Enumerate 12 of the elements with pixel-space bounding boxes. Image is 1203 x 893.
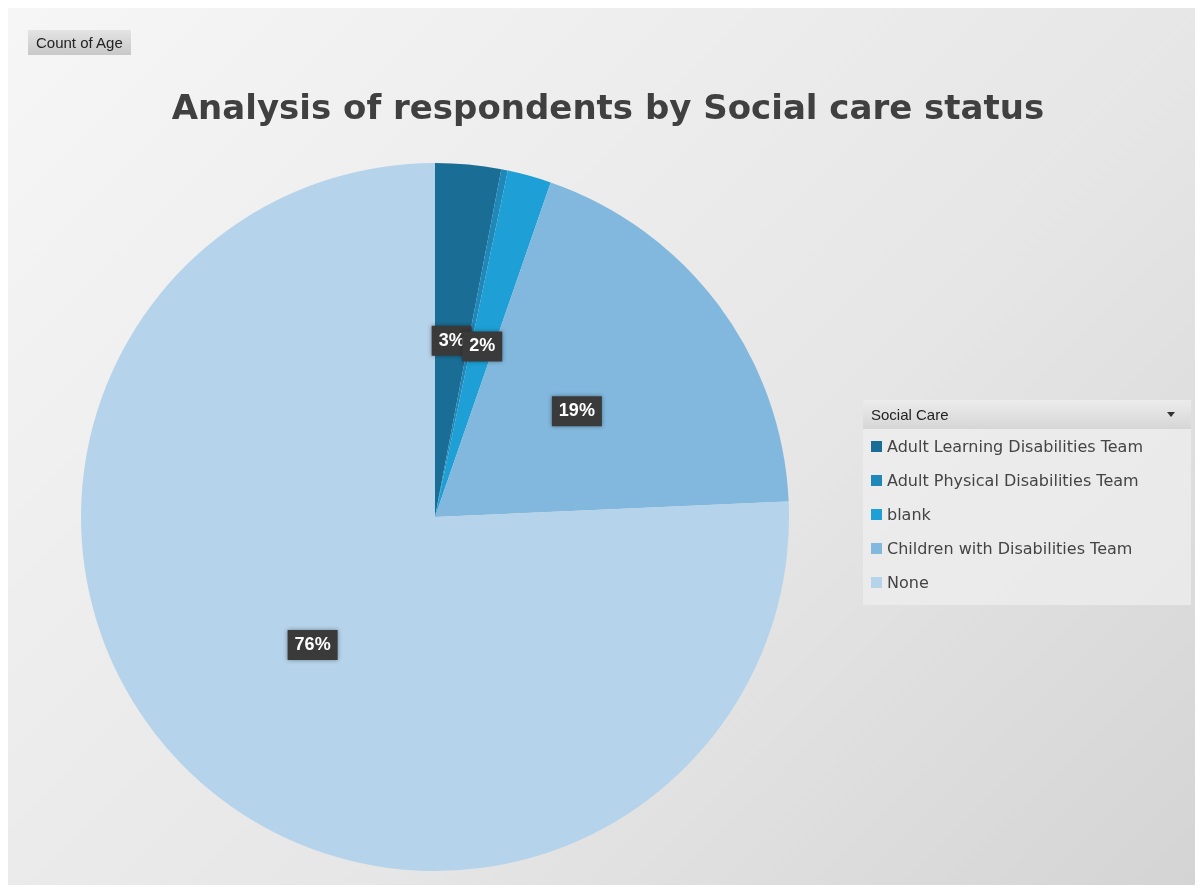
legend-label: Adult Learning Disabilities Team [887,436,1143,456]
legend-label: Children with Disabilities Team [887,538,1133,558]
data-label: 19% [558,400,595,421]
legend-label: None [887,572,929,592]
data-label: 3% [438,329,465,350]
data-label: 76% [294,633,331,654]
data-label: 2% [469,335,496,356]
chart-title: Analysis of respondents by Social care status [171,86,1045,127]
legend-label: Adult Physical Disabilities Team [887,470,1139,490]
text: Count of Age [28,30,131,55]
legend-label: blank [887,504,931,524]
legend-title: Social Care [871,406,949,423]
